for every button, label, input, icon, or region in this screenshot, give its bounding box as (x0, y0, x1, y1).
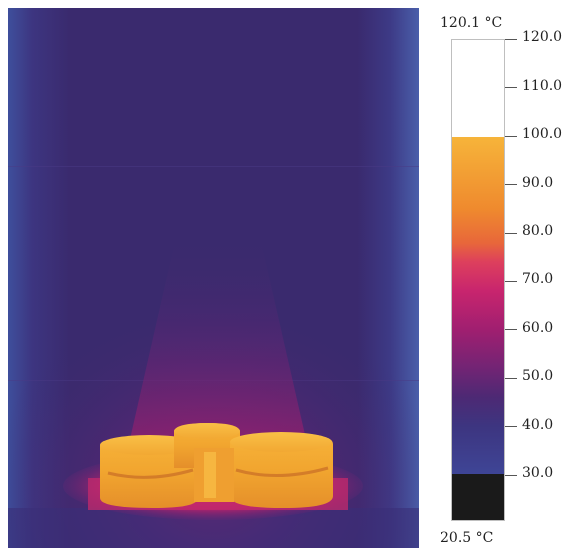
tick-mark (505, 135, 517, 137)
tick-label: 50.0 (522, 368, 554, 385)
scale-ticks: 120.0 110.0 100.0 90.0 80.0 70.0 60.0 50.0 40.0 3… (505, 0, 579, 556)
thermal-image (8, 8, 419, 548)
tick-mark (505, 329, 517, 331)
tick-mark (505, 426, 517, 428)
tick-label: 90.0 (522, 174, 554, 191)
tick-label: 30.0 (522, 465, 554, 482)
tick-label: 70.0 (522, 271, 554, 288)
tick-mark (505, 38, 517, 40)
tick-label: 40.0 (522, 416, 554, 433)
tick-mark (505, 377, 517, 379)
max-temperature-label: 120.1 °C (440, 15, 503, 31)
tick-label: 80.0 (522, 223, 554, 240)
thermal-image-svg (8, 8, 419, 548)
color-scale-bar (451, 39, 505, 521)
tick-mark (505, 280, 517, 282)
tick-label: 100.0 (522, 126, 563, 143)
tick-mark (505, 184, 517, 186)
tick-label: 110.0 (522, 77, 563, 94)
tick-label: 60.0 (522, 319, 554, 336)
tick-label: 120.0 (522, 29, 563, 46)
tick-mark (505, 474, 517, 476)
min-temperature-label: 20.5 °C (440, 530, 494, 546)
tick-mark (505, 87, 517, 89)
tick-mark (505, 232, 517, 234)
